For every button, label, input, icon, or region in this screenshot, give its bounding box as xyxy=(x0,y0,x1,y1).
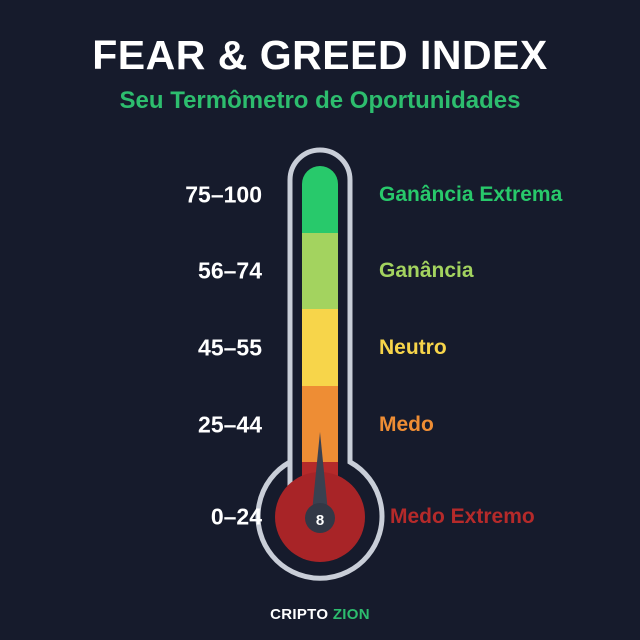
thermometer-outline xyxy=(255,147,385,581)
segment-greed xyxy=(302,233,338,309)
range-greed: 56–74 xyxy=(198,257,262,284)
needle-hub xyxy=(305,503,335,533)
range-extreme-greed: 75–100 xyxy=(185,181,262,208)
label-extreme-fear: Medo Extremo xyxy=(390,505,535,528)
page-subtitle: Seu Termômetro de Oportunidades xyxy=(119,87,521,114)
brand-name-accent: ZION xyxy=(332,606,370,623)
needle-pointer xyxy=(312,432,328,512)
segment-neutral xyxy=(302,309,338,386)
segment-extreme-greed xyxy=(302,166,338,233)
label-greed: Ganância xyxy=(379,259,474,282)
range-extreme-fear: 0–24 xyxy=(210,503,262,530)
label-extreme-greed: Ganância Extrema xyxy=(379,183,563,206)
index-value: 8 xyxy=(316,512,324,529)
label-neutral: Neutro xyxy=(379,336,447,359)
brand-logo: CRIPTO ZION xyxy=(0,606,640,623)
range-neutral: 45–55 xyxy=(198,334,262,361)
range-fear: 25–44 xyxy=(198,411,262,438)
brand-name: CRIPTO xyxy=(270,606,333,623)
label-fear: Medo xyxy=(379,413,434,436)
page-title: FEAR & GREED INDEX xyxy=(92,32,548,78)
